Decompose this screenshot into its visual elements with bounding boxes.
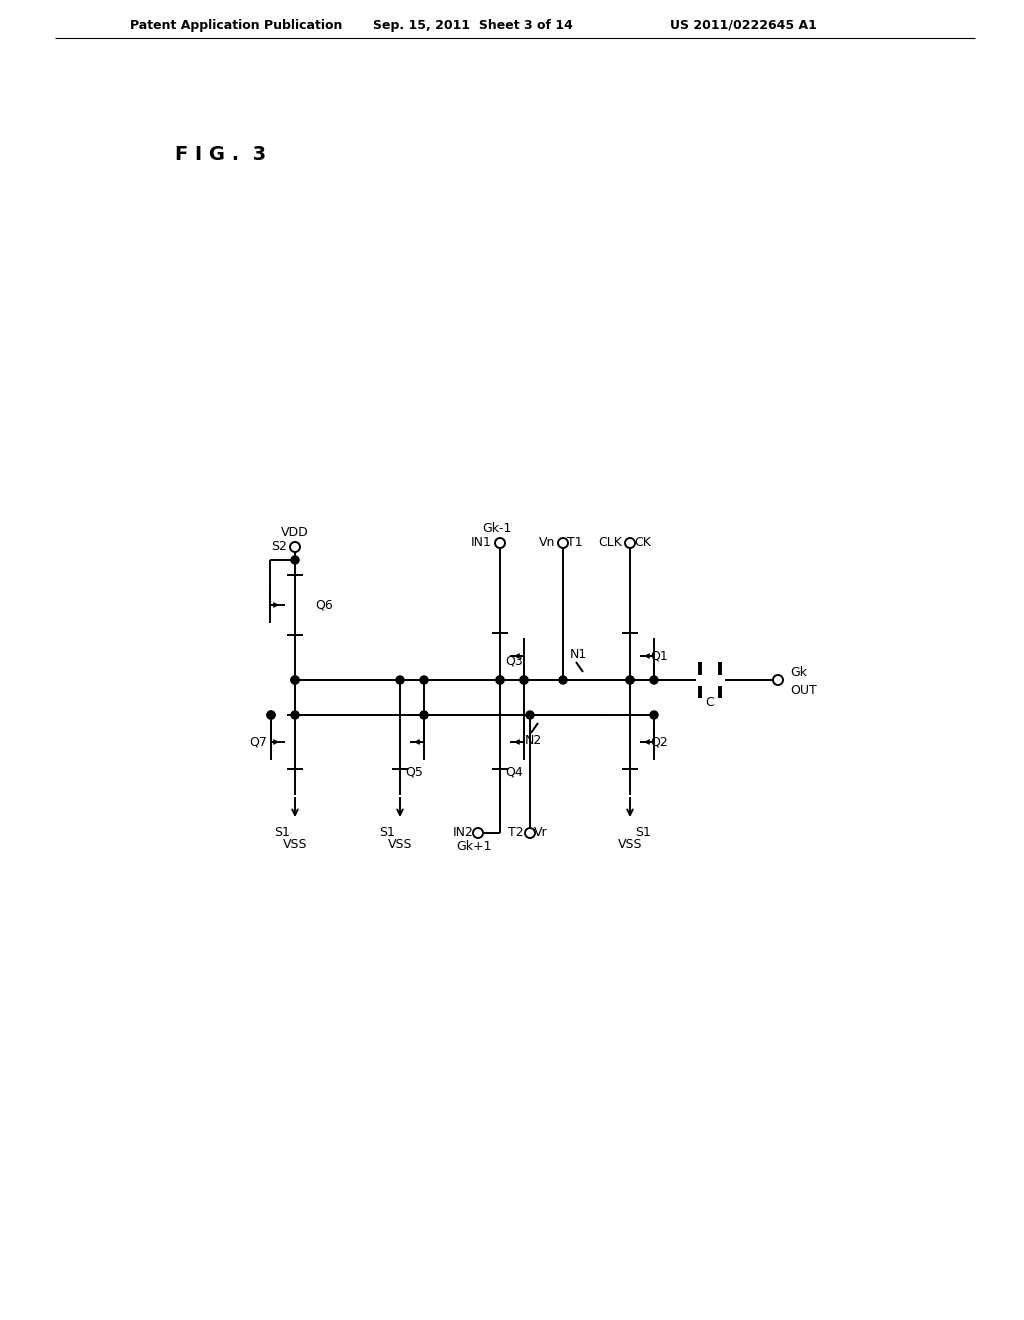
Text: Q6: Q6: [315, 598, 333, 611]
Text: Patent Application Publication: Patent Application Publication: [130, 18, 342, 32]
Text: Vr: Vr: [534, 826, 548, 840]
Text: Gk: Gk: [790, 665, 807, 678]
Circle shape: [420, 711, 428, 719]
Text: OUT: OUT: [790, 684, 817, 697]
Circle shape: [267, 711, 275, 719]
Circle shape: [291, 556, 299, 564]
Text: Q3: Q3: [505, 655, 522, 668]
Text: Q4: Q4: [505, 766, 522, 779]
Text: S1: S1: [379, 825, 395, 838]
Text: VSS: VSS: [617, 838, 642, 851]
Text: S1: S1: [274, 825, 290, 838]
Circle shape: [626, 676, 634, 684]
Circle shape: [473, 828, 483, 838]
Text: Q7: Q7: [249, 735, 267, 748]
Circle shape: [291, 676, 299, 684]
Text: S2: S2: [271, 540, 287, 553]
Circle shape: [520, 676, 528, 684]
Text: VSS: VSS: [283, 838, 307, 851]
Circle shape: [291, 711, 299, 719]
Circle shape: [496, 676, 504, 684]
Circle shape: [291, 676, 299, 684]
Text: S1: S1: [635, 825, 651, 838]
Circle shape: [559, 676, 567, 684]
Text: T2: T2: [508, 826, 524, 840]
Text: Gk-1: Gk-1: [482, 523, 512, 536]
Circle shape: [526, 711, 534, 719]
Circle shape: [520, 676, 528, 684]
Text: US 2011/0222645 A1: US 2011/0222645 A1: [670, 18, 817, 32]
Text: T1: T1: [567, 536, 583, 549]
Circle shape: [626, 676, 634, 684]
Text: Q5: Q5: [406, 766, 423, 779]
Text: IN1: IN1: [471, 536, 492, 549]
Text: Vn: Vn: [539, 536, 555, 549]
Text: Q2: Q2: [650, 735, 668, 748]
Circle shape: [650, 711, 658, 719]
Text: CK: CK: [634, 536, 651, 549]
Circle shape: [396, 676, 404, 684]
Circle shape: [650, 676, 658, 684]
Circle shape: [525, 828, 535, 838]
Circle shape: [290, 543, 300, 552]
Text: Sep. 15, 2011  Sheet 3 of 14: Sep. 15, 2011 Sheet 3 of 14: [373, 18, 572, 32]
Circle shape: [267, 711, 275, 719]
Circle shape: [773, 675, 783, 685]
Circle shape: [625, 539, 635, 548]
Text: VDD: VDD: [282, 527, 309, 540]
Text: F I G .  3: F I G . 3: [175, 145, 266, 165]
Circle shape: [495, 539, 505, 548]
Text: VSS: VSS: [388, 838, 413, 851]
Circle shape: [496, 676, 504, 684]
Text: Q1: Q1: [650, 649, 668, 663]
Text: N1: N1: [569, 648, 587, 661]
Text: CLK: CLK: [598, 536, 622, 549]
Text: Gk+1: Gk+1: [457, 841, 492, 854]
Text: C: C: [706, 696, 715, 709]
Text: IN2: IN2: [454, 826, 474, 840]
Text: N2: N2: [524, 734, 542, 747]
Circle shape: [558, 539, 568, 548]
Circle shape: [420, 676, 428, 684]
